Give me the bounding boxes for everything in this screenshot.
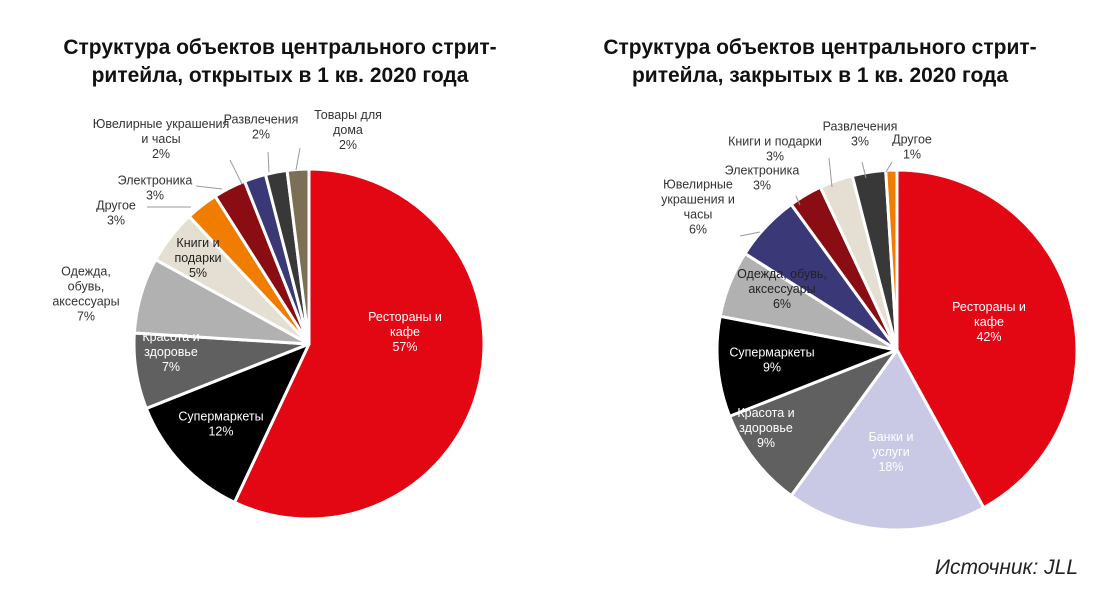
slice-label: Ювелирные украшения и часы 2% (93, 117, 229, 161)
chart-title-line: Структура объектов центрального стрит- (63, 36, 497, 59)
slice-label: Красота и здоровье 7% (142, 330, 199, 374)
slice-label: Книги и подарки 3% (728, 135, 822, 164)
slice-label: Другое 1% (892, 133, 932, 162)
leader-line (229, 159, 243, 185)
leader-line (295, 147, 301, 171)
slice-label: Красота и здоровье 9% (737, 406, 794, 450)
slice-label: Электроника 3% (725, 164, 800, 193)
slice-label: Одежда, обувь, аксессуары 7% (52, 265, 119, 324)
source-note: Источник: JLL (934, 556, 1078, 579)
leader-line (195, 185, 223, 190)
slice-label: Товары для дома 2% (314, 108, 382, 152)
slice-label: Развлечения 3% (823, 120, 898, 149)
slice-label: Одежда, обувь, аксессуары 6% (737, 267, 827, 311)
pie-slice (789, 348, 986, 532)
pie-slice (144, 342, 311, 504)
leader-line (267, 151, 270, 173)
leader-line (828, 157, 833, 188)
chart-title-opened: Структура объектов центрального стрит- р… (20, 34, 540, 90)
pie-slice (232, 167, 486, 521)
slice-label: Электроника 3% (118, 174, 193, 203)
slice-label: Ювелирные украшения и часы 6% (661, 178, 735, 237)
leader-line (885, 161, 893, 173)
slice-label: Супермаркеты 12% (178, 410, 263, 439)
leader-line (861, 161, 867, 179)
slice-label: Развлечения 2% (224, 113, 299, 142)
pie-opened (132, 167, 486, 521)
leader-line (795, 195, 801, 206)
pie-closed (715, 168, 1079, 532)
slice-label: Книги и подарки 5% (174, 236, 221, 280)
slice-label: Банки и услуги 18% (869, 430, 914, 474)
pie-slice (895, 168, 1079, 510)
slice-label: Другое 3% (96, 199, 136, 228)
leader-line (739, 231, 761, 237)
slice-label: Рестораны и кафе 42% (952, 300, 1026, 344)
slice-label: Рестораны и кафе 57% (368, 310, 442, 354)
chart-title-line: Структура объектов центрального стрит- (603, 36, 1037, 59)
slice-label: Супермаркеты 9% (729, 346, 814, 375)
pie-slice (884, 168, 899, 352)
pie-slice (715, 314, 899, 418)
chart-title-line: ритейла, закрытых в 1 кв. 2020 года (631, 64, 1009, 87)
pie-slice (728, 348, 899, 498)
chart-title-line: ритейла, открытых в 1 кв. 2020 года (91, 64, 469, 87)
chart-title-closed: Структура объектов центрального стрит- р… (560, 34, 1080, 90)
pie-slice (285, 167, 311, 346)
